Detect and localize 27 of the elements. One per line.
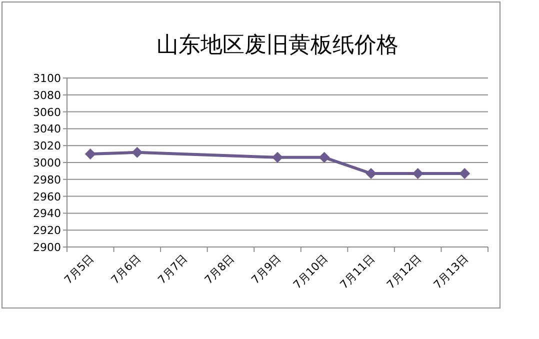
x-tick-label: 7月5日 [62, 252, 97, 287]
y-tick-label: 3080 [33, 88, 61, 102]
y-tick-label: 2960 [33, 190, 61, 204]
point [84, 148, 96, 160]
x-tick-label: 7月13日 [431, 252, 471, 292]
y-tick-label: 2920 [33, 224, 61, 238]
chart-title: 山东地区废旧黄板纸价格 [156, 33, 398, 58]
point [318, 152, 330, 163]
x-tick-label: 7月9日 [248, 252, 284, 287]
y-tick-label: 3040 [33, 122, 61, 136]
y-tick-label: 3000 [33, 156, 61, 170]
y-tick-label: 3060 [33, 106, 61, 119]
y-tick-label: 2980 [33, 173, 61, 186]
x-tick-label: 7月10日 [290, 252, 330, 292]
y-tick-label: 2900 [33, 241, 61, 254]
x-tick-label: 7月8日 [202, 252, 237, 287]
point [412, 168, 424, 179]
y-tick-label: 3100 [33, 72, 61, 85]
x-tick-label: 7月7日 [155, 252, 190, 287]
point [272, 152, 283, 163]
y-tick-label: 3020 [33, 140, 61, 153]
x-tick-label: 7月6日 [108, 252, 144, 287]
x-tick-label: 7月11日 [338, 252, 378, 292]
y-tick-label: 2940 [33, 207, 61, 220]
x-tick-label: 7月12日 [384, 252, 424, 292]
point [459, 168, 470, 179]
point [132, 146, 143, 158]
